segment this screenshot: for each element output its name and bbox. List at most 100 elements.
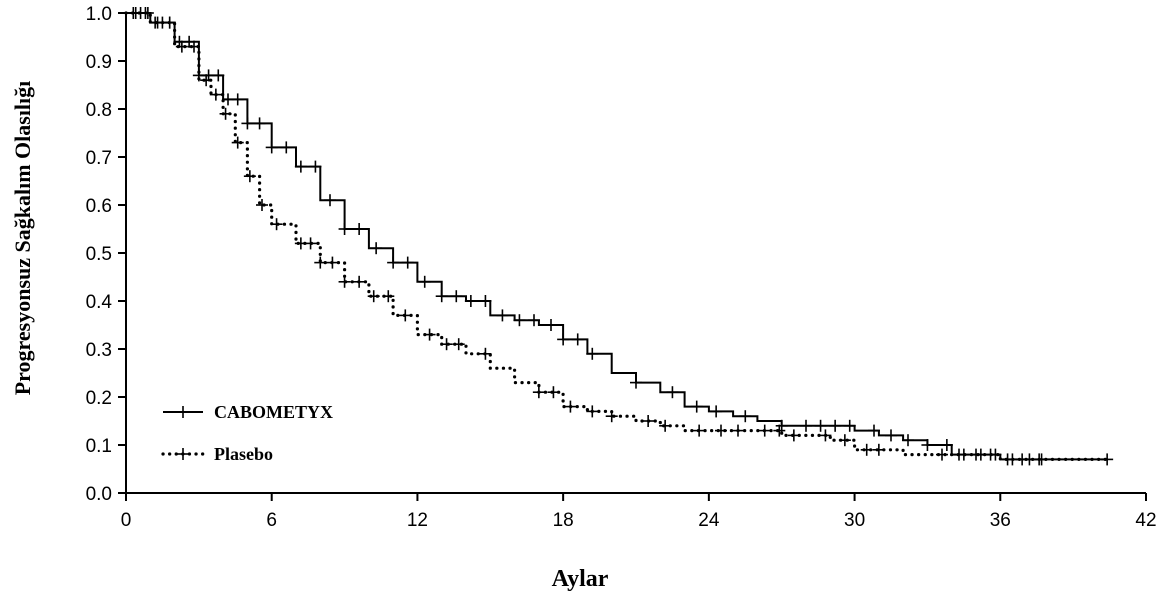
censor-mark xyxy=(479,295,492,307)
y-tick-label: 0.1 xyxy=(86,436,112,457)
x-tick-label: 6 xyxy=(266,510,277,531)
censor-mark xyxy=(758,424,771,437)
censor-mark xyxy=(479,347,492,360)
censor-mark xyxy=(324,194,336,207)
censor-mark xyxy=(418,275,431,288)
censor-mark xyxy=(984,448,997,461)
censor-mark xyxy=(175,40,188,53)
x-tick-label: 42 xyxy=(1135,510,1156,531)
censor-mark xyxy=(440,338,453,351)
censor-mark xyxy=(270,218,283,231)
series-group xyxy=(124,7,1114,466)
censor-mark xyxy=(819,429,832,442)
legend-label: Plasebo xyxy=(214,444,273,464)
censor-mark xyxy=(450,290,463,303)
censor-mark xyxy=(547,386,560,399)
censor-mark xyxy=(280,141,293,154)
censor-mark xyxy=(902,434,914,447)
x-tick-label: 30 xyxy=(844,510,865,531)
censor-mark xyxy=(326,256,339,269)
censor-mark xyxy=(367,290,380,303)
censor-mark xyxy=(642,415,655,427)
series-line-cabometyx xyxy=(126,12,1108,461)
censor-mark xyxy=(256,199,268,211)
censor-mark xyxy=(787,429,800,442)
censor-mark xyxy=(401,256,414,269)
censor-mark xyxy=(435,290,448,303)
censor-mark xyxy=(265,141,278,154)
censor-mark xyxy=(953,448,965,461)
censor-mark xyxy=(212,69,225,82)
y-tick-label: 0.0 xyxy=(86,484,112,505)
censor-mark xyxy=(545,319,557,331)
y-axis-title: Progresyonsuz Sağkalım Olasılığı xyxy=(10,81,35,396)
censor-mark xyxy=(571,333,584,346)
censor-mark xyxy=(800,419,812,432)
legend-item-plasebo: Plasebo xyxy=(161,444,273,464)
censor-mark xyxy=(557,333,570,346)
censor-mark xyxy=(370,242,383,255)
censor-mark xyxy=(353,223,366,235)
censor-mark xyxy=(605,410,618,423)
y-tick-label: 0.6 xyxy=(86,196,112,217)
censor-mark xyxy=(231,93,244,106)
censor-mark xyxy=(690,400,703,413)
censor-mark xyxy=(732,424,744,437)
censor-mark xyxy=(921,439,934,451)
y-tick-label: 0.2 xyxy=(86,388,112,409)
censor-mark xyxy=(868,424,880,437)
censor-mark xyxy=(586,405,599,418)
y-tick-label: 0.7 xyxy=(86,148,112,169)
censor-mark xyxy=(1016,453,1029,466)
x-tick-label: 0 xyxy=(121,510,132,531)
censor-mark xyxy=(464,295,477,307)
x-axis-title: Aylar xyxy=(552,566,609,592)
censor-mark xyxy=(139,7,152,19)
x-tick-label: 18 xyxy=(553,510,574,531)
censor-mark xyxy=(243,170,256,183)
series-line-plasebo xyxy=(124,11,1109,461)
censor-mark xyxy=(219,107,232,120)
censor-mark xyxy=(304,237,317,250)
legend: CABOMETYX Plasebo xyxy=(161,402,333,464)
censor-mark xyxy=(860,443,873,456)
y-tick-label: 0.5 xyxy=(86,244,112,265)
y-tick-label: 0.3 xyxy=(86,340,112,361)
censor-mark xyxy=(496,309,509,322)
censor-mark xyxy=(314,256,327,269)
censor-mark xyxy=(209,88,222,101)
x-tick-label: 36 xyxy=(990,510,1011,531)
censor-mark xyxy=(843,419,856,432)
censor-mark xyxy=(814,419,827,432)
censor-mark xyxy=(309,160,322,173)
x-tick-label: 24 xyxy=(698,510,720,531)
censor-mark xyxy=(188,40,200,53)
censor-mark xyxy=(630,376,642,389)
censor-mark xyxy=(773,424,786,437)
censor-mark xyxy=(200,74,213,87)
legend-item-cabometyx: CABOMETYX xyxy=(163,402,333,422)
censor-mark xyxy=(970,448,982,461)
censor-mark xyxy=(885,429,897,442)
censor-mark xyxy=(710,405,723,418)
x-tick-label: 12 xyxy=(407,510,428,531)
censor-mark xyxy=(452,338,465,351)
censor-mark xyxy=(163,16,176,29)
censor-mark xyxy=(399,309,412,322)
y-axis: 0.0 0.1 0.2 0.3 0.4 0.5 0.6 0.7 0.8 0.9 1.0 xyxy=(86,4,127,505)
censor-mark xyxy=(528,314,540,327)
censor-mark xyxy=(715,424,727,437)
censor-mark xyxy=(253,117,266,130)
censor-mark xyxy=(1033,453,1046,466)
censor-mark xyxy=(586,347,599,360)
censor-mark xyxy=(338,275,351,288)
censor-mark xyxy=(829,419,842,432)
censor-mark xyxy=(666,386,679,399)
censor-mark xyxy=(564,400,577,413)
y-tick-label: 0.4 xyxy=(86,292,113,313)
censor-mark xyxy=(387,256,400,269)
censor-mark xyxy=(382,290,395,303)
censor-mark xyxy=(338,223,351,235)
x-axis: 0 6 12 18 24 30 36 42 xyxy=(121,492,1157,531)
censor-mark xyxy=(936,448,948,461)
